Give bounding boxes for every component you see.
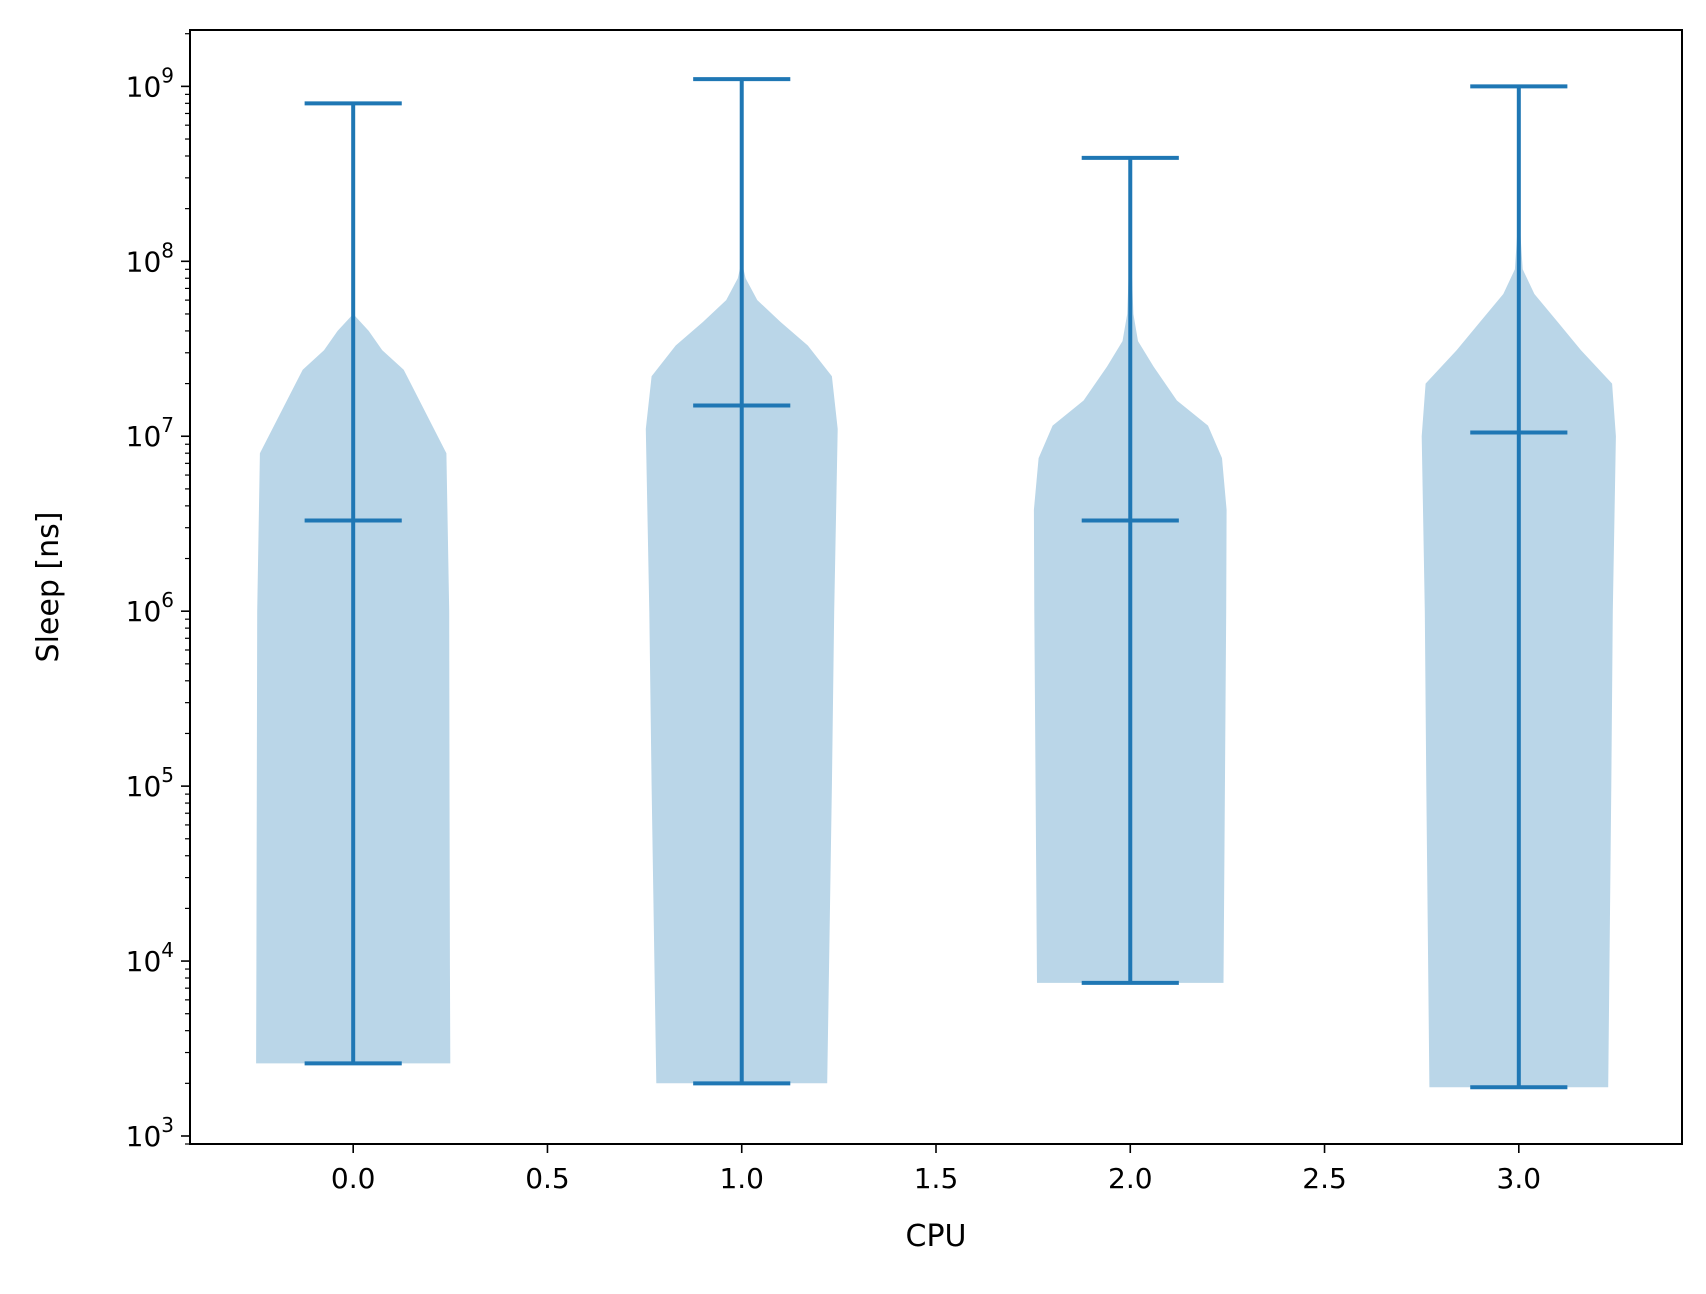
y-tick-exponent: 6 <box>161 588 174 612</box>
y-axis-label: Sleep [ns] <box>31 512 66 663</box>
y-tick-exponent: 9 <box>161 63 174 87</box>
x-tick-label: 2.5 <box>1302 1162 1347 1195</box>
y-tick-base: 10 <box>126 595 162 628</box>
y-tick-label: 107 <box>126 413 174 453</box>
x-axis: 0.0 0.5 1.0 1.5 2.0 2.5 3.0 <box>331 1144 1541 1195</box>
y-tick-exponent: 7 <box>161 413 174 437</box>
x-tick-label: 1.5 <box>914 1162 959 1195</box>
y-tick-base: 10 <box>126 70 162 103</box>
y-tick-exponent: 8 <box>161 238 174 262</box>
y-tick-base: 10 <box>126 1120 162 1153</box>
x-tick-label: 3.0 <box>1497 1162 1542 1195</box>
x-tick-label: 2.0 <box>1108 1162 1153 1195</box>
plot-frame <box>189 29 1683 1145</box>
y-tick-exponent: 5 <box>161 763 174 787</box>
y-tick-label: 104 <box>126 938 174 978</box>
y-tick-base: 10 <box>126 420 162 453</box>
y-tick-base: 10 <box>126 245 162 278</box>
y-tick-label: 106 <box>126 588 174 628</box>
x-tick-label: 0.0 <box>331 1162 376 1195</box>
y-tick-exponent: 3 <box>161 1113 174 1137</box>
y-tick-label: 108 <box>126 238 174 278</box>
x-axis-label: CPU <box>906 1219 967 1254</box>
x-tick-label: 1.0 <box>719 1162 764 1195</box>
x-tick-label: 0.5 <box>525 1162 570 1195</box>
y-tick-label: 105 <box>126 763 174 803</box>
y-tick-base: 10 <box>126 945 162 978</box>
y-tick-exponent: 4 <box>161 938 174 962</box>
y-tick-label: 103 <box>126 1113 174 1153</box>
violin-layer <box>256 77 1616 1090</box>
y-tick-base: 10 <box>126 770 162 803</box>
y-tick-label: 109 <box>126 63 174 103</box>
